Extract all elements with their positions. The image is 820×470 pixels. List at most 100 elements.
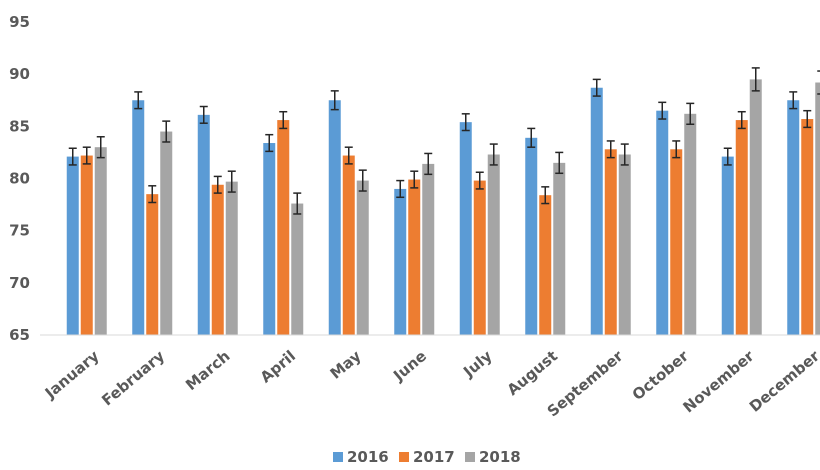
- error-bar-2016-january: [68, 147, 77, 166]
- bar-2018-december: [815, 82, 820, 335]
- plot-area: [66, 67, 820, 336]
- bar-2016-december: [787, 100, 800, 335]
- y-tick-label: 80: [9, 170, 30, 188]
- error-bar-2016-june: [396, 179, 405, 199]
- error-bar-2016-april: [265, 133, 274, 153]
- bar-2017-january: [80, 155, 93, 335]
- error-bar-2016-november: [723, 147, 732, 166]
- bar-2016-november: [721, 156, 734, 335]
- x-tick-label: January: [41, 347, 103, 403]
- bar-2016-march: [197, 114, 210, 336]
- legend-item-2016: 2016: [333, 448, 389, 466]
- error-bar-2018-october: [686, 102, 695, 125]
- x-tick-label: April: [257, 347, 299, 387]
- x-tick-label: May: [327, 347, 365, 383]
- bar-2016-june: [394, 188, 407, 335]
- error-bar-2018-september: [620, 143, 629, 166]
- error-bar-2018-november: [751, 67, 760, 92]
- bar-2017-march: [211, 184, 224, 335]
- x-tick-label: July: [459, 347, 495, 382]
- error-bar-2017-october: [672, 140, 681, 159]
- error-bar-2016-december: [789, 91, 798, 110]
- error-bar-2017-january: [82, 146, 91, 165]
- error-bar-2016-september: [592, 78, 601, 97]
- bar-2017-february: [146, 194, 159, 335]
- y-tick-label: 75: [9, 222, 30, 240]
- bar-2017-december: [801, 119, 814, 335]
- bar-2016-october: [656, 110, 669, 335]
- error-bar-2018-february: [162, 120, 171, 143]
- bar-2018-january: [94, 147, 107, 335]
- bar-2018-february: [160, 131, 173, 335]
- x-tick-label: December: [746, 346, 820, 415]
- bar-2018-july: [487, 154, 500, 335]
- bar-2018-september: [618, 154, 631, 335]
- legend: 2016 2017 2018: [333, 448, 521, 466]
- error-bar-2018-march: [227, 170, 236, 193]
- bar-2016-january: [66, 156, 79, 335]
- error-bar-2017-february: [148, 185, 157, 204]
- bar-2018-august: [553, 162, 566, 335]
- error-bar-2018-may: [358, 169, 367, 192]
- bar-2017-november: [735, 120, 748, 335]
- error-bar-2018-june: [424, 152, 433, 176]
- bar-2017-august: [539, 195, 552, 335]
- bar-2016-february: [132, 100, 145, 335]
- bar-2018-may: [356, 180, 369, 335]
- error-bar-2017-august: [541, 186, 550, 205]
- x-tick-label: February: [98, 347, 168, 410]
- bar-2017-october: [670, 149, 683, 335]
- bar-2016-april: [263, 143, 276, 335]
- bar-2018-november: [749, 79, 762, 335]
- bar-2018-october: [684, 113, 697, 336]
- error-bar-2017-november: [737, 110, 746, 130]
- error-bar-2018-july: [489, 143, 498, 166]
- y-tick-label: 85: [9, 117, 30, 135]
- bar-2017-may: [342, 155, 355, 335]
- bar-2017-june: [408, 179, 421, 335]
- legend-label: 2018: [479, 448, 521, 466]
- x-tick-label: November: [679, 346, 757, 416]
- legend-item-2017: 2017: [399, 448, 455, 466]
- error-bar-2017-may: [344, 146, 353, 165]
- bar-2017-april: [277, 120, 290, 335]
- y-axis: 65 70 75 80 85 90 95: [9, 13, 30, 344]
- legend-swatch: [465, 452, 475, 462]
- x-tick-label: March: [182, 347, 233, 394]
- bar-2016-august: [525, 137, 538, 335]
- error-bar-2016-october: [658, 101, 667, 120]
- error-bar-2016-may: [330, 90, 339, 111]
- legend-label: 2016: [347, 448, 389, 466]
- error-bar-2018-january: [96, 136, 105, 159]
- legend-swatch: [399, 452, 409, 462]
- bar-2017-september: [604, 149, 617, 335]
- x-tick-label: June: [389, 347, 430, 385]
- legend-label: 2017: [413, 448, 455, 466]
- legend-swatch: [333, 452, 343, 462]
- bar-2018-march: [225, 181, 238, 335]
- y-tick-label: 90: [9, 65, 30, 83]
- y-tick-label: 70: [9, 274, 30, 292]
- error-bar-2017-july: [475, 171, 484, 190]
- error-bar-2016-july: [461, 113, 470, 132]
- error-bar-2016-march: [199, 105, 208, 124]
- error-bar-2018-august: [555, 151, 564, 175]
- error-bar-2018-december: [817, 70, 820, 95]
- bar-2016-july: [459, 122, 472, 335]
- error-bar-2017-april: [279, 110, 288, 130]
- error-bar-2017-march: [213, 175, 222, 194]
- x-tick-label: August: [504, 347, 561, 399]
- error-bar-2017-december: [803, 109, 812, 129]
- y-tick-label: 65: [9, 326, 30, 344]
- error-bar-2016-february: [134, 91, 143, 110]
- bar-2018-april: [291, 203, 304, 335]
- x-tick-label: October: [629, 346, 693, 404]
- error-bar-2016-august: [527, 127, 536, 148]
- bar-2016-may: [328, 100, 341, 335]
- bar-2017-july: [473, 180, 486, 335]
- bar-2016-september: [590, 87, 603, 335]
- legend-item-2018: 2018: [465, 448, 521, 466]
- bar-2018-june: [422, 163, 435, 335]
